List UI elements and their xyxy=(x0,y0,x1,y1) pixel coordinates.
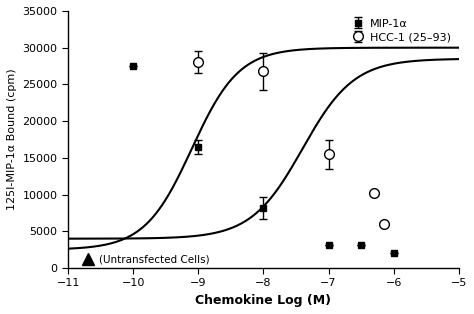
X-axis label: Chemokine Log (M): Chemokine Log (M) xyxy=(195,294,331,307)
Legend: MIP-1α, HCC-1 (25–93): MIP-1α, HCC-1 (25–93) xyxy=(349,17,453,44)
Text: (Untransfected Cells): (Untransfected Cells) xyxy=(100,254,210,264)
Y-axis label: 125I-MIP-1α Bound (cpm): 125I-MIP-1α Bound (cpm) xyxy=(7,69,17,210)
